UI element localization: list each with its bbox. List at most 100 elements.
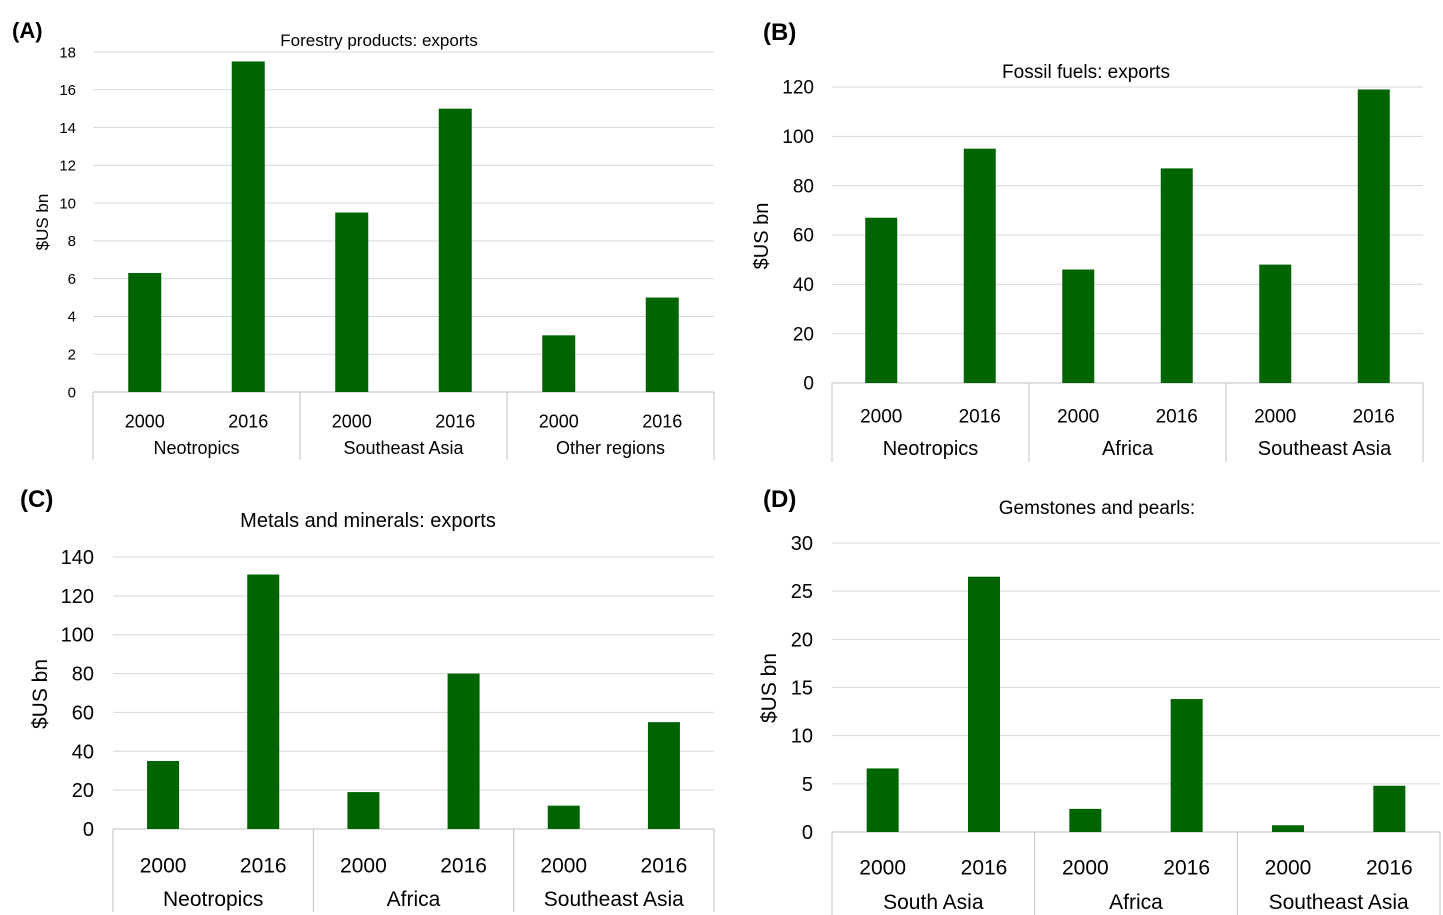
panel-label: (B) bbox=[763, 19, 796, 46]
y-axis-label: $US bn bbox=[751, 203, 773, 270]
y-tick-label: 6 bbox=[68, 271, 76, 288]
chart-title: Forestry products: exports bbox=[280, 31, 477, 50]
y-tick-label: 18 bbox=[59, 44, 76, 61]
y-axis-label: $US bn bbox=[758, 653, 781, 723]
group-label: South Asia bbox=[883, 891, 984, 914]
y-tick-label: 0 bbox=[802, 822, 813, 844]
y-tick-label: 25 bbox=[791, 581, 813, 603]
bar bbox=[1170, 699, 1203, 832]
y-tick-label: 0 bbox=[83, 819, 94, 841]
group-label: Africa bbox=[1109, 891, 1163, 914]
bar bbox=[231, 61, 265, 392]
y-tick-label: 20 bbox=[791, 629, 813, 651]
chart-panel: (D) Gemstones and pearls: $US bn 0 5 10 15 20 25… bbox=[758, 486, 1441, 915]
y-tick-label: 100 bbox=[782, 127, 814, 148]
group-label: Southeast Asia bbox=[1258, 438, 1392, 460]
bar bbox=[1069, 808, 1102, 832]
y-tick-label: 40 bbox=[793, 275, 814, 296]
x-tick-label: 2000 bbox=[125, 411, 165, 431]
y-tick-label: 120 bbox=[782, 78, 814, 99]
y-tick-label: 2 bbox=[68, 346, 76, 363]
bar bbox=[865, 217, 898, 383]
x-tick-label: 2000 bbox=[539, 411, 579, 431]
y-tick-label: 0 bbox=[803, 374, 814, 395]
bar bbox=[347, 792, 380, 829]
x-tick-label: 2016 bbox=[1353, 407, 1395, 428]
group-label: Southeast Asia bbox=[1269, 891, 1409, 914]
chart-title: Fossil fuels: exports bbox=[1002, 62, 1170, 83]
y-tick-label: 80 bbox=[72, 664, 94, 686]
y-tick-label: 140 bbox=[61, 547, 94, 569]
y-tick-label: 100 bbox=[61, 625, 94, 647]
x-tick-label: 2016 bbox=[642, 411, 682, 431]
y-tick-label: 5 bbox=[802, 774, 813, 796]
y-axis-label: $US bn bbox=[33, 194, 52, 251]
group-label: Africa bbox=[387, 888, 441, 911]
x-tick-label: 2016 bbox=[1163, 856, 1210, 879]
bar bbox=[247, 574, 280, 829]
bar bbox=[147, 761, 180, 829]
bar bbox=[647, 722, 680, 829]
bar bbox=[1357, 89, 1390, 383]
panel-label: (C) bbox=[20, 486, 53, 513]
bar bbox=[447, 673, 480, 829]
bar bbox=[866, 768, 899, 832]
bar bbox=[1272, 825, 1304, 832]
y-tick-label: 12 bbox=[59, 158, 76, 175]
y-tick-label: 4 bbox=[68, 309, 76, 326]
group-label: Southeast Asia bbox=[544, 888, 684, 911]
bar bbox=[542, 335, 576, 392]
y-tick-label: 40 bbox=[72, 741, 94, 763]
x-tick-label: 2016 bbox=[440, 854, 487, 877]
x-tick-label: 2000 bbox=[859, 856, 906, 879]
x-tick-label: 2016 bbox=[961, 856, 1008, 879]
bar bbox=[1062, 269, 1095, 383]
x-tick-label: 2000 bbox=[340, 854, 387, 877]
y-tick-label: 10 bbox=[791, 726, 813, 748]
x-tick-label: 2016 bbox=[435, 411, 475, 431]
y-tick-label: 20 bbox=[793, 324, 814, 345]
x-tick-label: 2016 bbox=[240, 854, 287, 877]
bar bbox=[547, 805, 580, 829]
bar bbox=[438, 108, 472, 393]
x-tick-label: 2016 bbox=[641, 854, 688, 877]
panel-label: (A) bbox=[12, 18, 43, 43]
y-tick-label: 30 bbox=[791, 533, 813, 555]
group-label: Other regions bbox=[556, 438, 665, 458]
bar bbox=[968, 576, 1000, 832]
y-tick-label: 20 bbox=[72, 780, 94, 802]
x-tick-label: 2000 bbox=[540, 854, 587, 877]
x-tick-label: 2016 bbox=[959, 407, 1001, 428]
bar bbox=[335, 212, 369, 392]
x-tick-label: 2000 bbox=[140, 854, 187, 877]
panel-label: (D) bbox=[763, 486, 796, 513]
x-tick-label: 2000 bbox=[860, 407, 902, 428]
group-label: Neotropics bbox=[153, 438, 239, 458]
x-tick-label: 2000 bbox=[1062, 856, 1109, 879]
y-axis-label: $US bn bbox=[29, 659, 52, 729]
bar bbox=[645, 297, 679, 392]
chart-panel: (A) Forestry products: exports $US bn 0 2 4 6 8… bbox=[12, 18, 715, 460]
bar bbox=[1259, 264, 1292, 383]
x-tick-label: 2016 bbox=[228, 411, 268, 431]
group-label: Neotropics bbox=[883, 438, 979, 460]
y-tick-label: 120 bbox=[61, 586, 94, 608]
x-tick-label: 2016 bbox=[1156, 407, 1198, 428]
group-label: Southeast Asia bbox=[343, 438, 464, 458]
y-tick-label: 8 bbox=[68, 233, 76, 250]
y-tick-label: 10 bbox=[59, 195, 76, 212]
bar bbox=[963, 148, 996, 383]
chart-title: Metals and minerals: exports bbox=[240, 510, 496, 532]
y-tick-label: 16 bbox=[59, 82, 76, 99]
group-label: Neotropics bbox=[163, 888, 263, 911]
y-tick-label: 60 bbox=[793, 226, 814, 247]
x-tick-label: 2016 bbox=[1366, 856, 1413, 879]
group-label: Africa bbox=[1102, 438, 1154, 460]
y-tick-label: 14 bbox=[59, 120, 76, 137]
x-tick-label: 2000 bbox=[332, 411, 372, 431]
y-tick-label: 0 bbox=[68, 384, 76, 401]
bar bbox=[1160, 168, 1193, 383]
bar bbox=[1373, 785, 1406, 832]
y-tick-label: 15 bbox=[791, 678, 813, 700]
bar bbox=[128, 273, 162, 392]
